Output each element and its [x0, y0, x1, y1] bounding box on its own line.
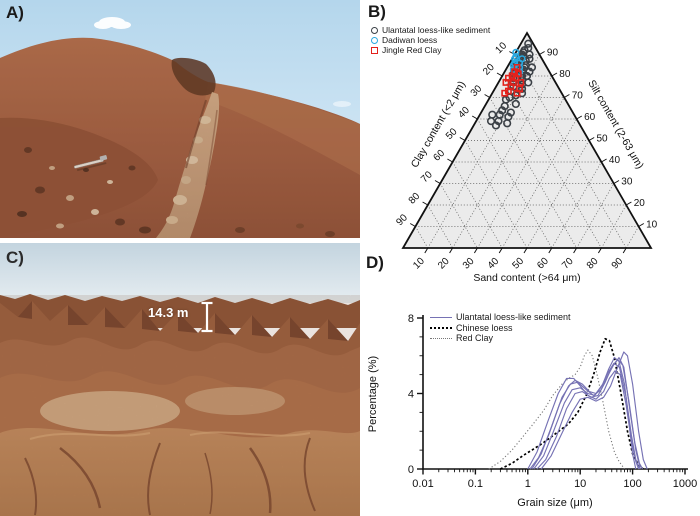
tick-label: 90 [547, 48, 559, 59]
legend-label: Ulantatal loess-like sediment [382, 25, 491, 35]
tick-label: 50 [510, 256, 526, 272]
curve-ulantatal [527, 370, 640, 470]
sky [0, 243, 360, 303]
legend-item-red-clay: Red Clay [430, 333, 571, 344]
texture-overlay [0, 295, 360, 516]
cloud [94, 17, 131, 29]
grainsize-legend: Ulantatal loess-like sediment Chinese lo… [430, 312, 571, 344]
tick-label: 30 [461, 256, 477, 272]
tick-label: 20 [436, 256, 452, 272]
tick-label: 60 [535, 256, 551, 272]
curve-ulantatal [533, 362, 640, 470]
square-marker-icon [371, 46, 378, 54]
photo-badlands [0, 243, 360, 516]
legend-label: Dadiwan loess [382, 35, 438, 45]
tick-label: 80 [559, 69, 571, 80]
panel-c-label: C) [6, 248, 24, 267]
tick-label: 70 [560, 256, 576, 272]
panel-a-label: A) [6, 3, 24, 22]
legend-item-dadiwan: Dadiwan loess [371, 35, 490, 45]
ternary-triangle-fill [403, 33, 651, 248]
panel-b-label: B) [368, 2, 386, 21]
y-tick-label: 0 [408, 464, 414, 476]
dashed-line-icon [430, 326, 452, 329]
tick-label: 20 [481, 62, 497, 78]
tick-label: 10 [646, 220, 658, 231]
panel-d-label: D) [366, 253, 384, 272]
circle-marker-icon [371, 36, 378, 44]
legend-label: Ulantatal loess-like sediment [456, 312, 571, 323]
tick-label: 10 [494, 40, 510, 56]
cloud-small [333, 101, 351, 107]
photo-outcrop [0, 0, 360, 238]
ternary-grid [415, 54, 639, 249]
tick-label: 30 [621, 177, 633, 188]
tick-label: 40 [486, 256, 502, 272]
grainsize-plot: 0.01 0.1 1 10 100 1000 0 4 8 Percentage (%) Grain … [367, 313, 697, 509]
tick-label: 50 [444, 126, 460, 142]
tick-label: 80 [585, 256, 601, 272]
panel-a-photo [0, 0, 360, 238]
tick-label: 90 [394, 212, 410, 228]
tick-label: 40 [609, 155, 621, 166]
x-tick-label: 0.01 [412, 478, 433, 490]
curve-ulantatal [540, 351, 648, 470]
tick-label: 20 [634, 198, 646, 209]
legend-item-ulantatal-line: Ulantatal loess-like sediment [430, 312, 571, 323]
legend-item-jingle: Jingle Red Clay [371, 45, 490, 55]
x-axis-label: Grain size (μm) [517, 497, 592, 509]
charts-column: 10 10 10 20 20 20 30 30 30 40 40 40 50 50 50 60 60 60 70 70… [360, 0, 700, 516]
tick-label: 70 [572, 91, 584, 102]
legend-label: Chinese loess [456, 322, 513, 333]
scale-bar [201, 301, 213, 333]
tick-label: 40 [456, 105, 472, 121]
dotted-line-icon [430, 337, 452, 339]
ternary-bottom-axis-label: Sand content (>64 μm) [473, 272, 580, 284]
ternary-scatter-jingle [501, 64, 525, 97]
tick-label: 90 [610, 256, 626, 272]
tick-label: 10 [411, 256, 427, 272]
circle-marker-icon [371, 26, 378, 34]
solid-line-icon [430, 316, 452, 318]
legend-label: Jingle Red Clay [382, 45, 442, 55]
curve-red-clay [488, 349, 625, 470]
x-tick-label: 1 [525, 478, 531, 490]
tick-label: 30 [469, 83, 485, 99]
scale-annotation: 14.3 m [148, 305, 189, 320]
y-tick-label: 4 [408, 389, 414, 401]
ternary-triangle-edge [401, 31, 653, 249]
y-tick-label: 8 [408, 313, 414, 325]
curve-ulantatal [531, 357, 641, 470]
x-tick-label: 10 [574, 478, 586, 490]
y-axis-label: Percentage (%) [367, 356, 379, 432]
tick-label: 70 [419, 169, 435, 185]
x-tick-label: 0.1 [468, 478, 483, 490]
ternary-legend: Ulantatal loess-like sediment Dadiwan lo… [371, 25, 490, 55]
legend-item-ulantatal: Ulantatal loess-like sediment [371, 25, 490, 35]
curve-chinese-loess [500, 337, 644, 470]
tick-label: 80 [407, 191, 423, 207]
legend-item-chinese-loess: Chinese loess [430, 323, 571, 334]
panel-c-photo [0, 243, 360, 516]
axis-ticks: 0.01 0.1 1 10 100 1000 0 4 8 [408, 313, 697, 490]
legend-label: Red Clay [456, 333, 494, 344]
x-tick-label: 100 [623, 478, 641, 490]
x-tick-label: 1000 [673, 478, 697, 490]
tick-label: 50 [597, 134, 609, 145]
tick-label: 60 [432, 148, 448, 164]
tick-label: 60 [584, 112, 596, 123]
